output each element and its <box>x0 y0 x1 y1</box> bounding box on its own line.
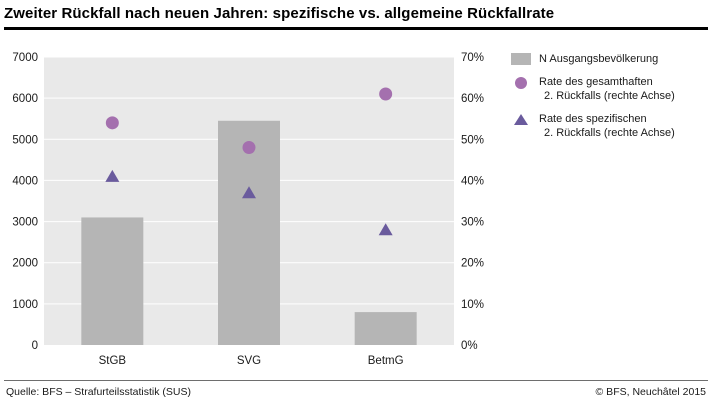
copyright-text: © BFS, Neuchâtel 2015 <box>595 386 706 398</box>
chart-footer: Quelle: BFS – Strafurteilsstatistik (SUS… <box>4 380 708 398</box>
right-axis-tick-label: 50% <box>461 134 484 146</box>
triangle-swatch-icon <box>514 114 528 125</box>
right-axis-tick-label: 20% <box>461 258 484 270</box>
square-legend-marker <box>511 52 531 65</box>
legend-label: N Ausgangsbevölkerung <box>539 53 659 65</box>
circle-marker <box>105 116 119 130</box>
triangle-marker <box>105 169 120 182</box>
left-axis-tick-label: 0 <box>32 340 38 352</box>
right-axis-tick-label: 70% <box>461 52 484 64</box>
right-axis-tick-label: 10% <box>461 299 484 311</box>
legend-item: Rate des spezifischen 2. Rückfalls (recht… <box>511 112 711 140</box>
chart-title: Zweiter Rückfall nach neuen Jahren: spez… <box>4 5 555 22</box>
right-axis-tick-label: 60% <box>461 93 484 105</box>
right-axis-tick-label: 30% <box>461 217 484 229</box>
category-label: BetmG <box>368 355 404 367</box>
triangle-legend-marker <box>511 112 531 125</box>
bar-stgb <box>81 217 144 345</box>
left-axis-tick-label: 3000 <box>12 217 38 229</box>
title-rule <box>4 27 708 30</box>
circle-marker <box>242 141 256 155</box>
left-axis-tick-label: 2000 <box>12 258 38 270</box>
bar-betmg <box>354 312 417 345</box>
legend-item: Rate des gesamthaften 2. Rückfalls (recht… <box>511 75 711 103</box>
category-label: StGB <box>99 355 127 367</box>
source-text: Quelle: BFS – Strafurteilsstatistik (SUS… <box>6 386 191 398</box>
left-axis-tick-label: 6000 <box>12 93 38 105</box>
square-swatch-icon <box>511 53 531 65</box>
circle-swatch-icon <box>515 77 527 89</box>
left-axis-tick-label: 1000 <box>12 299 38 311</box>
right-axis-tick-label: 0% <box>461 340 478 352</box>
legend-label: Rate des spezifischen 2. Rückfalls (recht… <box>539 113 675 139</box>
triangle-marker <box>378 223 393 236</box>
circle-legend-marker <box>511 75 531 89</box>
right-axis-tick-label: 40% <box>461 175 484 187</box>
circle-marker <box>379 87 393 101</box>
chart: 0 0% 1000 10% 2000 20% 3000 30% 4000 40% 5000 50% 60… <box>12 52 484 367</box>
left-axis-tick-label: 7000 <box>12 52 38 64</box>
chart-container: 0 0% 1000 10% 2000 20% 3000 30% 4000 40% 5000 50% 60… <box>4 40 708 380</box>
category-label: SVG <box>237 355 261 367</box>
chart-header: Zweiter Rückfall nach neuen Jahren: spez… <box>4 5 708 30</box>
chart-legend: N Ausgangsbevölkerung Rate des gesamthaft… <box>511 52 711 149</box>
triangle-marker <box>242 186 256 199</box>
left-axis-tick-label: 5000 <box>12 134 38 146</box>
bar-svg <box>218 120 280 346</box>
legend-item: N Ausgangsbevölkerung <box>511 52 711 66</box>
left-axis-tick-label: 4000 <box>12 175 38 187</box>
legend-label: Rate des gesamthaften 2. Rückfalls (recht… <box>539 76 675 102</box>
